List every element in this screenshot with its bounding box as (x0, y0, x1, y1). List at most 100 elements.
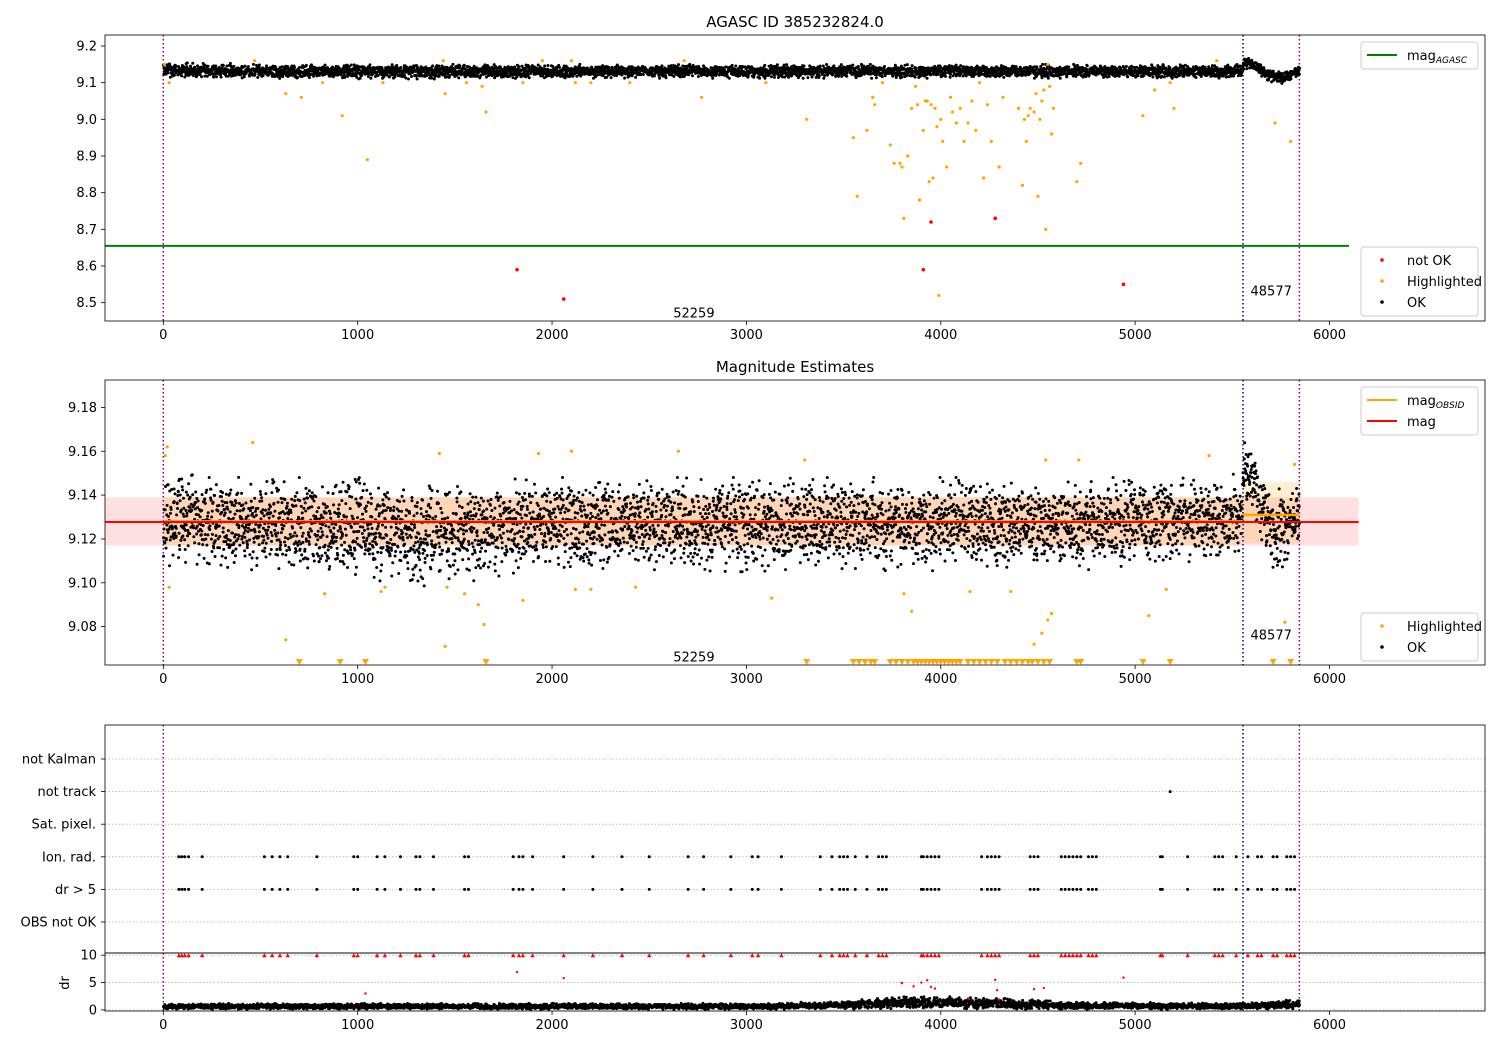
highlighted-point (1048, 84, 1052, 88)
ok-point (206, 533, 210, 537)
ok-point (1245, 67, 1249, 71)
ok-point (195, 562, 199, 566)
ok-point (954, 63, 958, 67)
ok-point (245, 546, 249, 550)
highlighted-point (917, 198, 921, 202)
p1-ytick-label: 8.7 (76, 223, 97, 238)
ok-point (178, 499, 182, 503)
ok-point (242, 75, 246, 79)
ok-point (690, 74, 694, 78)
ok-point (609, 76, 613, 80)
p1-xtick-label: 2000 (535, 328, 568, 343)
ok-point (209, 487, 213, 491)
highlighted-point (931, 176, 935, 180)
ok-point (358, 76, 362, 80)
highlighted-point (1034, 92, 1038, 96)
ok-point (185, 61, 189, 65)
ok-point (200, 493, 204, 497)
ok-point (174, 526, 178, 530)
ok-point (223, 511, 227, 515)
ok-point (236, 537, 240, 541)
ok-point (1209, 74, 1213, 78)
highlighted-point (540, 59, 544, 63)
ok-point (200, 529, 204, 533)
p1-ytick-label: 9.0 (76, 113, 97, 128)
highlighted-point (989, 139, 993, 143)
ok-point (527, 76, 531, 80)
ok-point (387, 75, 391, 79)
ok-point (307, 75, 311, 79)
ok-point (246, 65, 250, 69)
ok-point (183, 538, 187, 542)
ok-point (203, 74, 207, 78)
ok-point (343, 75, 347, 79)
ok-point (177, 544, 181, 548)
ok-point (206, 514, 210, 518)
ok-point (242, 531, 246, 535)
ok-point (845, 74, 849, 78)
highlighted-point (900, 165, 904, 169)
ok-point (1262, 66, 1266, 70)
ok-point (232, 541, 236, 545)
ok-point (221, 491, 225, 495)
ok-point (177, 531, 181, 535)
legend-subscript: AGASC (1435, 56, 1468, 66)
ok-point (228, 510, 232, 514)
highlighted-point (906, 154, 910, 158)
p1-xtick-label: 1000 (341, 328, 374, 343)
p1-ytick-label: 9.2 (76, 40, 97, 55)
p1-legend-swatch (1380, 279, 1384, 283)
highlighted-point (1215, 59, 1219, 63)
highlighted-point (985, 103, 990, 107)
ok-point (166, 71, 170, 75)
ok-point (457, 76, 461, 80)
highlighted-point (340, 114, 344, 118)
ok-point (393, 75, 397, 79)
ok-point (910, 64, 914, 68)
ok-point (165, 523, 169, 527)
ok-point (203, 497, 207, 501)
ok-point (168, 538, 172, 542)
ok-point (246, 526, 250, 530)
ok-point (219, 71, 223, 75)
ok-point (352, 74, 356, 78)
ok-point (448, 73, 452, 77)
ok-point (1162, 75, 1166, 79)
ok-point (414, 74, 418, 78)
ok-point (1161, 63, 1165, 67)
ok-point (914, 66, 918, 70)
ok-point (232, 561, 236, 565)
ok-point (245, 543, 249, 547)
ok-point (253, 72, 257, 76)
ok-point (658, 76, 662, 80)
highlighted-point (682, 59, 686, 63)
highlighted-point (1016, 106, 1021, 110)
ok-point (168, 75, 172, 79)
ok-point (782, 63, 786, 67)
ok-point (1289, 77, 1293, 81)
ok-point (688, 62, 692, 66)
ok-point (177, 556, 181, 560)
ok-point (248, 509, 252, 513)
ok-point (248, 538, 252, 542)
ok-point (174, 534, 178, 538)
ok-point (206, 64, 210, 68)
ok-point (944, 71, 948, 75)
highlighted-point (1049, 132, 1054, 136)
ok-point (193, 66, 197, 70)
ok-point (194, 501, 198, 505)
ok-point (293, 66, 297, 70)
ok-point (357, 68, 361, 72)
highlighted-point (1075, 180, 1079, 184)
ok-point (226, 529, 230, 533)
ok-point (172, 487, 176, 491)
ok-point (1207, 65, 1211, 69)
ok-point (278, 76, 282, 80)
highlighted-point (945, 165, 949, 169)
p1-xtick-label: 4000 (924, 328, 957, 343)
ok-point (959, 64, 963, 68)
highlighted-point (162, 62, 166, 66)
highlighted-point (484, 110, 488, 114)
p1-highlighted-points (162, 59, 1293, 297)
ok-point (1058, 76, 1062, 80)
